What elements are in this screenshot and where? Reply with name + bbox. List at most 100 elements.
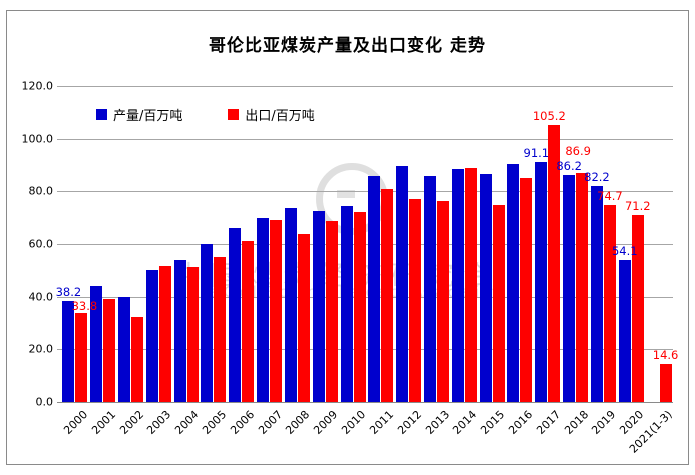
bar-export-2006 — [242, 241, 255, 402]
bar-export-2009 — [325, 221, 338, 402]
watermark-logo-mark — [337, 190, 355, 198]
bar-export-2001 — [103, 298, 116, 402]
bar-group-2018 — [562, 86, 590, 402]
bar-export-2017 — [548, 124, 561, 402]
x-axis-tick-label: 2012 — [394, 408, 424, 437]
bar-export-2014 — [464, 167, 477, 402]
bar-group-2016 — [506, 86, 534, 402]
bar-export-2021(1-3) — [659, 363, 672, 402]
data-label-production-2019: 82.2 — [584, 169, 610, 184]
bar-export-2020 — [631, 214, 644, 402]
x-axis-tick-label: 2006 — [228, 408, 258, 437]
bar-export-2007 — [270, 219, 283, 402]
legend-item-production: 产量/百万吨 — [96, 105, 182, 124]
bar-production-2017 — [535, 162, 548, 402]
x-axis-tick-label: 2018 — [561, 408, 591, 437]
y-axis-tick-label: 80.0 — [28, 184, 54, 198]
x-axis-tick-label: 2002 — [116, 408, 146, 437]
bar-production-2007 — [257, 218, 270, 402]
bar-group-2009 — [311, 86, 339, 402]
legend-label: 出口/百万吨 — [245, 109, 315, 124]
bar-export-2018 — [576, 173, 589, 402]
y-axis-tick-label: 40.0 — [28, 290, 54, 304]
x-axis-tick-label: 2019 — [589, 408, 619, 437]
bar-export-2003 — [158, 266, 171, 402]
x-axis-tick-label: 2011 — [367, 408, 397, 437]
bar-group-2007 — [256, 86, 284, 402]
bar-group-2000 — [61, 86, 89, 402]
bar-production-2005 — [201, 244, 214, 402]
bar-export-2008 — [297, 234, 310, 402]
bar-production-2020 — [618, 259, 631, 402]
gridline-y-80 — [57, 191, 673, 193]
x-axis-tick-label: 2004 — [172, 408, 202, 437]
bar-group-2003 — [144, 86, 172, 402]
x-axis-tick-label: 2007 — [255, 408, 285, 437]
y-axis-tick-label: 20.0 — [28, 342, 54, 356]
gridline-y-100 — [57, 138, 673, 140]
x-axis-tick-label: 2013 — [422, 408, 452, 437]
bar-group-2010 — [339, 86, 367, 402]
y-axis-tick-label: 60.0 — [28, 237, 54, 251]
x-axis-tick-label: 2003 — [144, 408, 174, 437]
bar-production-2006 — [229, 227, 242, 402]
bar-production-2002 — [118, 297, 131, 402]
gridline-y-0 — [57, 402, 673, 403]
bar-group-2019 — [590, 86, 618, 402]
bar-group-2006 — [228, 86, 256, 402]
bar-production-2015 — [479, 174, 492, 402]
bar-group-2001 — [89, 86, 117, 402]
bar-production-2009 — [312, 210, 325, 402]
bar-production-2013 — [424, 176, 437, 402]
bar-production-2004 — [173, 260, 186, 402]
x-axis-tick-label: 2017 — [534, 408, 564, 437]
bar-export-2004 — [186, 267, 199, 402]
bar-export-2010 — [353, 212, 366, 402]
x-axis-tick-label: 2010 — [339, 408, 369, 437]
y-axis-tick-label: 100.0 — [21, 132, 54, 146]
bar-production-2010 — [340, 206, 353, 402]
legend-label: 产量/百万吨 — [113, 109, 183, 124]
legend-swatch-icon — [228, 109, 240, 120]
x-axis-tick-label: 2014 — [450, 408, 480, 437]
bar-export-2016 — [520, 178, 533, 402]
bar-group-2011 — [367, 86, 395, 402]
bar-export-2015 — [492, 205, 505, 402]
y-axis-tick-label: 0.0 — [35, 395, 54, 409]
bar-production-2016 — [507, 163, 520, 402]
bar-group-2015 — [478, 86, 506, 402]
y-axis-tick-label: 120.0 — [21, 79, 54, 93]
bar-group-2012 — [395, 86, 423, 402]
bar-production-2008 — [284, 208, 297, 402]
bar-production-2011 — [368, 176, 381, 402]
bar-export-2000 — [75, 313, 88, 402]
bar-export-2002 — [131, 317, 144, 402]
data-label-production-2017: 91.1 — [523, 146, 550, 161]
data-label-production-2018: 86.2 — [556, 159, 582, 173]
bar-production-2014 — [451, 168, 464, 402]
x-axis-tick-label: 2005 — [200, 408, 230, 437]
bar-group-2014 — [450, 86, 478, 402]
data-label-production-2000: 38.2 — [55, 285, 82, 300]
bar-group-2004 — [172, 86, 200, 402]
bar-production-2018 — [563, 175, 576, 402]
chart-legend: 产量/百万吨 出口/百万吨 — [96, 105, 315, 124]
gridline-y-120 — [57, 86, 673, 87]
data-label-export-2020: 71.2 — [624, 198, 651, 213]
bar-production-2003 — [145, 270, 158, 402]
plot-area: 0.0 20.0 40.0 60.0 80.0 100.0 120.0 2000 2001 200… — [7, 11, 688, 464]
x-axis-tick-label: 2016 — [506, 408, 536, 437]
data-label-production-2020: 54.1 — [611, 243, 638, 258]
chart-frame: 哥伦比亚煤炭产量及出口变化 走势 中国煤炭经济研究会 China Coal Ec… — [6, 10, 689, 465]
bar-production-2019 — [590, 185, 603, 402]
data-label-export-2000: 33.8 — [71, 298, 98, 313]
bar-group-2008 — [284, 86, 312, 402]
legend-swatch-icon — [96, 109, 107, 120]
data-label-export-2018: 86.9 — [565, 144, 591, 159]
x-axis-tick-label: 2009 — [311, 408, 341, 437]
bar-export-2005 — [214, 257, 227, 402]
bar-group-2002 — [117, 86, 145, 402]
x-axis-tick-label: 2015 — [478, 408, 508, 437]
bar-group-2021(1-3) — [645, 86, 673, 402]
